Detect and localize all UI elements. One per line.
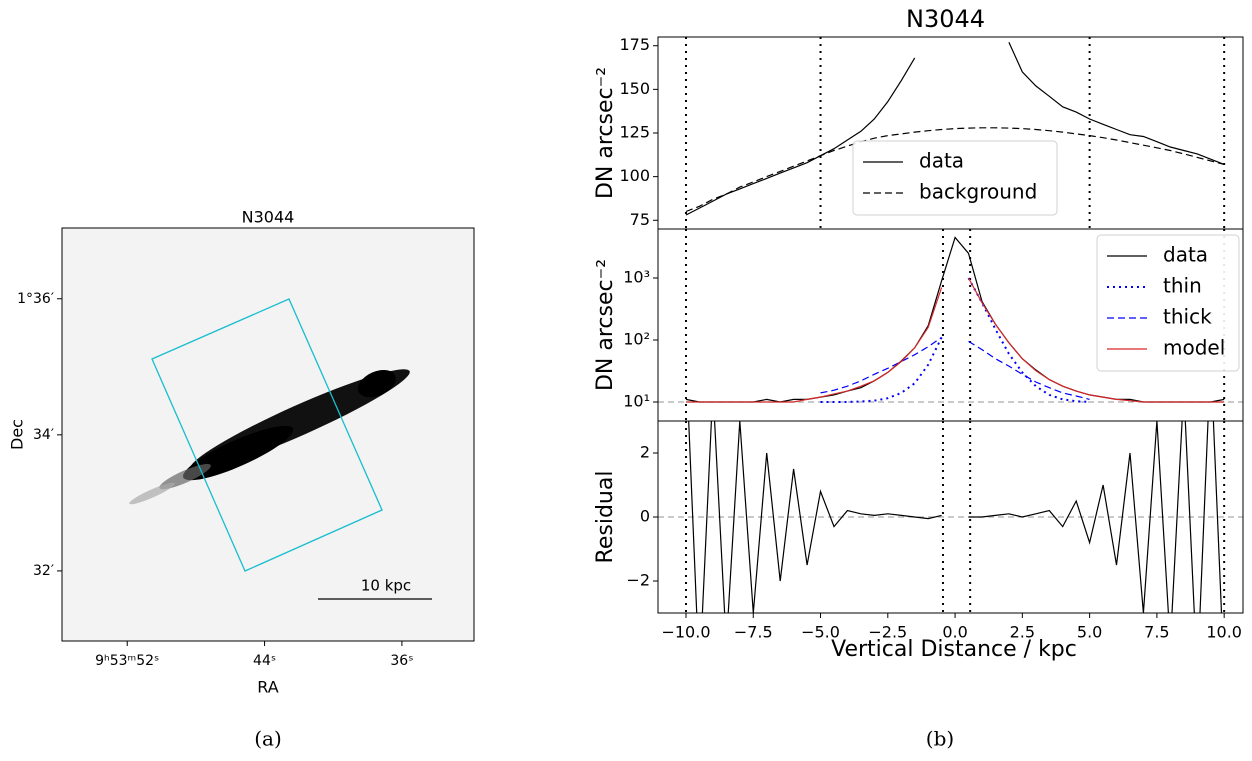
series-line [688, 421, 1223, 613]
x-tick-label: 2.5 [1010, 623, 1035, 642]
x-tick-label: −2.5 [868, 623, 907, 642]
y-axis-label: Dec [8, 419, 27, 450]
y-tick-label: 100 [619, 166, 650, 185]
legend-label: data [1163, 243, 1208, 267]
series-line [685, 127, 1225, 213]
plot-area [684, 37, 1226, 229]
panel-caption: (a) [254, 727, 282, 751]
x-axis-label: Vertical Distance / kpc [831, 637, 1077, 662]
legend-label: thick [1163, 305, 1212, 329]
plot-area [658, 229, 1243, 421]
legend-box [852, 140, 1058, 216]
y-tick-label: 32′ [33, 563, 54, 579]
y-tick-label: 150 [619, 79, 650, 98]
series-line [685, 236, 1225, 403]
slit-box [151, 298, 383, 572]
legend-box [1096, 234, 1240, 372]
y-axis-label: DN arcsec⁻² [593, 67, 618, 199]
x-tick-label: 44ˢ [253, 653, 276, 669]
y-tick-label: 175 [619, 35, 650, 54]
chart-title: N3044 [242, 208, 295, 227]
y-tick-label: 1°36′ [17, 291, 54, 307]
x-tick-label: −10.0 [661, 623, 710, 642]
x-tick-label: −5.0 [801, 623, 840, 642]
legend-label: model [1163, 336, 1225, 360]
axes-frame [657, 420, 1244, 614]
series-line [820, 336, 1090, 400]
series-line [820, 277, 1090, 403]
y-axis-label: Residual [593, 471, 618, 564]
x-tick-label: 36ˢ [390, 653, 413, 669]
axes-frame [61, 227, 475, 642]
x-tick-label: −7.5 [734, 623, 773, 642]
x-tick-label: 10.0 [1206, 623, 1242, 642]
y-tick-label: 34′ [33, 427, 54, 443]
panel-caption: (b) [926, 727, 954, 751]
y-tick-label: −2 [626, 571, 650, 590]
legend-label: data [919, 149, 964, 173]
x-tick-label: 5.0 [1077, 623, 1102, 642]
series-line [685, 41, 1225, 216]
legend-label: thin [1163, 274, 1202, 298]
y-axis-label: DN arcsec⁻² [593, 259, 618, 391]
series-line [686, 277, 1225, 403]
chart-title: N3044 [906, 5, 985, 33]
x-axis-label: RA [257, 678, 278, 697]
galaxy [129, 369, 410, 505]
y-tick-label: 0 [640, 507, 650, 526]
legend-label: background [919, 180, 1037, 204]
y-tick-label: 125 [619, 123, 650, 142]
sky-image [62, 228, 474, 641]
y-tick-label: 75 [630, 210, 650, 229]
y-tick-label: 10² [623, 330, 650, 349]
scale-label: 10 kpc [361, 577, 411, 595]
y-tick-label: 10³ [623, 268, 650, 287]
y-tick-label: 10¹ [623, 392, 650, 411]
x-tick-label: 7.5 [1144, 623, 1169, 642]
plot-area [658, 421, 1243, 613]
x-tick-label: 0.0 [942, 623, 967, 642]
y-tick-label: 2 [640, 443, 650, 462]
x-tick-label: 9ʰ53ᵐ52ˢ [95, 653, 159, 669]
